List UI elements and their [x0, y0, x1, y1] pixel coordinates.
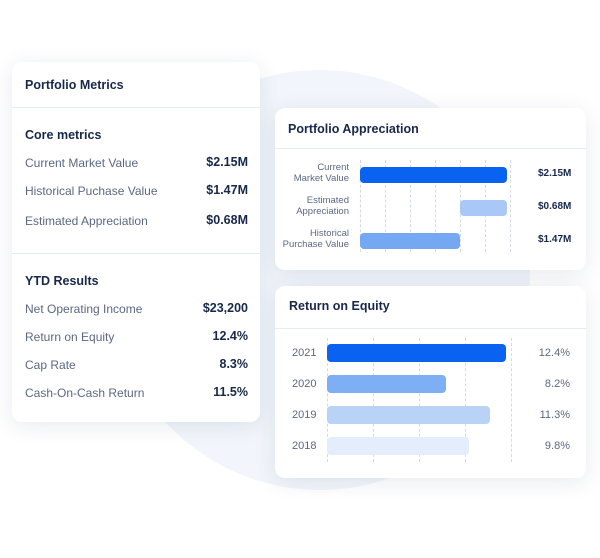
portfolio-appreciation-title: Portfolio Appreciation [288, 122, 419, 136]
metric-label: Current Market Value [25, 156, 139, 170]
metric-row-current-market-value: Current Market Value $2.15M [25, 154, 248, 174]
value-label: 11.3% [539, 409, 570, 421]
bar [360, 166, 507, 183]
gridline [410, 160, 411, 252]
bar [327, 375, 446, 393]
metric-label: Historical Puchase Value [25, 184, 158, 198]
portfolio-appreciation-card: Portfolio Appreciation Current Market Va… [275, 108, 586, 270]
divider [12, 253, 260, 254]
gridline [435, 160, 436, 252]
metric-value: $0.68M [206, 213, 248, 227]
metric-row-cash-on-cash-return: Cash-On-Cash Return 11.5% [25, 384, 248, 404]
metric-row-cap-rate: Cap Rate 8.3% [25, 356, 248, 376]
gridline [373, 338, 374, 462]
metric-row-historical-purchase-value: Historical Puchase Value $1.47M [25, 182, 248, 202]
metric-value: $23,200 [202, 301, 248, 315]
category-label: Estimated Appreciation [296, 195, 349, 217]
metric-label: Cap Rate [25, 358, 76, 372]
gridline [360, 160, 361, 252]
category-label: Historical Purchase Value [282, 228, 349, 250]
metric-value: $1.47M [206, 183, 248, 197]
bar [327, 437, 469, 455]
gridline [465, 338, 466, 462]
portfolio-metrics-title: Portfolio Metrics [25, 78, 124, 92]
value-label: 12.4% [538, 347, 570, 359]
gridline [510, 160, 511, 252]
gridline [419, 338, 420, 462]
year-label: 2020 [292, 378, 317, 390]
metric-row-return-on-equity: Return on Equity 12.4% [25, 328, 248, 348]
core-metrics-title: Core metrics [25, 128, 102, 142]
metric-row-net-operating-income: Net Operating Income $23,200 [25, 300, 248, 320]
gridline [385, 160, 386, 252]
bar [460, 199, 507, 216]
metric-label: Net Operating Income [25, 302, 143, 316]
year-label: 2018 [292, 440, 317, 452]
value-label: 9.8% [544, 440, 570, 452]
divider [275, 148, 586, 149]
value-label: $0.68M [538, 201, 572, 212]
return-on-equity-title: Return on Equity [289, 299, 390, 313]
divider [12, 107, 260, 108]
value-label: $1.47M [538, 234, 572, 245]
bar [327, 406, 491, 424]
divider [275, 328, 586, 329]
metric-row-estimated-appreciation: Estimated Appreciation $0.68M [25, 212, 248, 232]
year-label: 2019 [292, 409, 317, 421]
category-label: Current Market Value [293, 162, 349, 184]
year-label: 2021 [292, 347, 317, 359]
gridline [327, 338, 328, 462]
value-label: 8.2% [544, 378, 570, 390]
metric-value: 12.4% [212, 329, 248, 343]
bar [327, 344, 507, 362]
metric-label: Cash-On-Cash Return [25, 386, 145, 400]
metric-value: $2.15M [206, 155, 248, 169]
bar [360, 232, 461, 249]
metric-label: Return on Equity [25, 330, 115, 344]
ytd-results-title: YTD Results [25, 274, 99, 288]
return-on-equity-card: Return on Equity 2021 12.4% 2020 8.2% 2019 11… [275, 286, 586, 478]
metric-value: 8.3% [219, 357, 249, 371]
gridline [511, 338, 512, 462]
metric-label: Estimated Appreciation [25, 214, 148, 228]
portfolio-metrics-card: Portfolio Metrics Core metrics Current M… [12, 62, 260, 422]
value-label: $2.15M [538, 168, 572, 179]
metric-value: 11.5% [213, 385, 248, 399]
